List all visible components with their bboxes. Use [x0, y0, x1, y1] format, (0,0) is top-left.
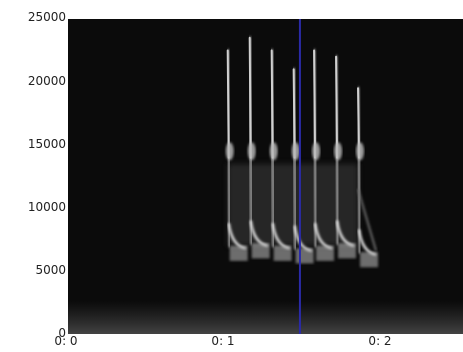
call-base-3: [273, 245, 292, 261]
call-sweep-upper-6: [335, 55, 339, 159]
y-tick-label: 0: [58, 326, 66, 340]
x-tick-label: 0: 1: [211, 334, 235, 348]
call-sweep-upper-3: [270, 49, 274, 159]
call-base-2: [251, 243, 270, 259]
y-tick-label: 20000: [27, 74, 66, 88]
noise-floor: [68, 301, 463, 334]
call-base-4: [295, 248, 314, 264]
call-base-1: [229, 245, 248, 261]
y-tick-label: 15000: [27, 137, 66, 151]
call-harmonic-2: [247, 142, 256, 161]
spectrogram-canvas[interactable]: [68, 19, 463, 334]
spectrogram-plot[interactable]: [68, 19, 463, 334]
call-sweep-upper-5: [313, 49, 317, 159]
call-sweep-upper-1: [226, 49, 230, 159]
call-base-6: [338, 243, 357, 259]
call-base-5: [316, 245, 335, 261]
call-harmonic-7: [356, 142, 365, 161]
call-harmonic-6: [334, 142, 343, 161]
x-tick-label: 0: 2: [368, 334, 392, 348]
call-harmonic-5: [312, 142, 321, 161]
y-tick-label: 10000: [27, 200, 66, 214]
call-harmonic-4: [291, 142, 300, 161]
call-harmonic-1: [225, 142, 234, 161]
call-harmonic-3: [269, 142, 278, 161]
call-base-7: [360, 252, 379, 268]
x-tick-label: 0: 0: [54, 334, 78, 348]
y-tick-label: 5000: [35, 263, 66, 277]
call-sweep-upper-2: [248, 36, 252, 159]
trailing-edge: [357, 188, 377, 252]
y-tick-label: 25000: [27, 10, 66, 24]
